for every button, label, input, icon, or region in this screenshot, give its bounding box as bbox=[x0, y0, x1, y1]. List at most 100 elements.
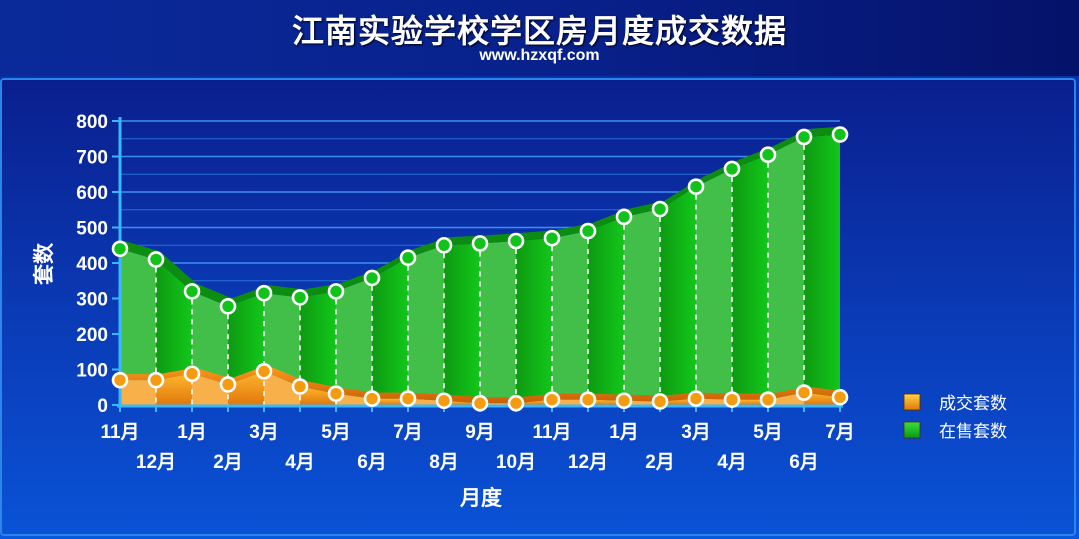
y-tick-label: 300 bbox=[76, 290, 108, 311]
sold-point bbox=[543, 391, 561, 408]
y-tick-label: 600 bbox=[76, 183, 108, 204]
sold-area-band bbox=[660, 398, 696, 405]
sold-point bbox=[579, 391, 597, 408]
sold-area-band bbox=[120, 380, 156, 405]
y-tick-label: 500 bbox=[76, 219, 108, 240]
sold-point bbox=[687, 390, 705, 407]
x-tick-label: 11月 bbox=[100, 422, 139, 443]
x-tick-label: 9月 bbox=[465, 422, 495, 443]
x-tick-label: 3月 bbox=[681, 422, 711, 443]
sold-point bbox=[795, 384, 813, 401]
x-tick-label: 8月 bbox=[429, 452, 459, 473]
sold-area-band bbox=[156, 373, 192, 405]
sold-point bbox=[651, 393, 669, 410]
in-stock-area-band bbox=[624, 209, 660, 405]
in-stock-point bbox=[615, 208, 633, 226]
sold-area-band bbox=[588, 399, 624, 405]
chart-subtitle: www.hzxqf.com bbox=[479, 47, 600, 64]
x-tick-label: 6月 bbox=[357, 452, 387, 473]
in-stock-area-band bbox=[588, 216, 624, 405]
in-stock-point bbox=[147, 251, 165, 268]
in-stock-point bbox=[399, 249, 417, 266]
x-tick-label: 1月 bbox=[609, 422, 639, 443]
in-stock-area-band bbox=[732, 154, 768, 405]
sold-area-band bbox=[336, 393, 372, 405]
sold-area-band bbox=[192, 373, 228, 405]
in-stock-area-band bbox=[120, 248, 156, 405]
in-stock-area-band bbox=[552, 231, 588, 405]
sold-point bbox=[255, 362, 273, 380]
in-stock-area-band bbox=[408, 245, 444, 405]
in-stock-area-band bbox=[372, 257, 408, 405]
in-stock-area-band bbox=[696, 168, 732, 405]
x-tick-label: 10月 bbox=[496, 452, 536, 473]
x-tick-label: 1月 bbox=[177, 422, 207, 443]
in-stock-point bbox=[183, 283, 201, 300]
in-stock-area-band bbox=[660, 186, 696, 405]
x-tick-label: 5月 bbox=[753, 422, 783, 443]
x-tick-label: 4月 bbox=[285, 452, 315, 473]
in-stock-point bbox=[759, 146, 777, 164]
sold-area-band bbox=[732, 399, 768, 405]
in-stock-point bbox=[111, 240, 129, 258]
in-stock-area-band bbox=[300, 291, 336, 405]
header-band: 江南实验学校学区房月度成交数据 www.hzxqf.com bbox=[0, 0, 1079, 76]
sold-point bbox=[435, 392, 453, 410]
sold-area-band bbox=[300, 386, 336, 405]
in-stock-point bbox=[327, 283, 345, 300]
in-stock-area-band bbox=[444, 243, 480, 405]
sold-point bbox=[291, 378, 309, 395]
in-stock-point bbox=[219, 298, 237, 315]
sold-point bbox=[327, 385, 345, 402]
in-stock-point bbox=[471, 235, 489, 252]
in-stock-point bbox=[435, 236, 453, 254]
x-tick-label: 2月 bbox=[213, 452, 243, 473]
legend-label: 在售套数 bbox=[939, 422, 1007, 442]
sold-area-band bbox=[264, 371, 300, 405]
in-stock-point bbox=[687, 178, 705, 195]
in-stock-area-band bbox=[336, 277, 372, 405]
y-tick-label: 700 bbox=[76, 148, 108, 169]
in-stock-area-band bbox=[480, 240, 516, 405]
sold-area-band bbox=[552, 399, 588, 405]
x-tick-label: 6月 bbox=[789, 452, 819, 473]
sold-point bbox=[183, 365, 201, 383]
sold-area-band bbox=[624, 400, 660, 405]
sold-area-band bbox=[804, 392, 840, 405]
legend-swatch bbox=[903, 421, 921, 439]
sold-area-band bbox=[372, 398, 408, 405]
in-stock-point bbox=[291, 289, 309, 306]
in-stock-area-band bbox=[156, 259, 192, 405]
sold-point bbox=[219, 376, 237, 393]
in-stock-point bbox=[831, 126, 849, 143]
y-tick-label: 400 bbox=[76, 254, 108, 275]
sold-area-band bbox=[768, 392, 804, 405]
y-tick-label: 800 bbox=[76, 112, 108, 133]
sold-point bbox=[147, 371, 165, 389]
sold-point bbox=[507, 394, 525, 412]
x-tick-label: 11月 bbox=[532, 422, 571, 443]
sold-area-band bbox=[696, 398, 732, 405]
in-stock-point bbox=[255, 284, 273, 302]
x-tick-label: 3月 bbox=[249, 422, 279, 443]
x-tick-label: 12月 bbox=[568, 452, 608, 473]
in-stock-point bbox=[507, 232, 525, 250]
sold-point bbox=[759, 391, 777, 408]
chart-title: 江南实验学校学区房月度成交数据 bbox=[291, 12, 787, 50]
in-stock-area-band bbox=[768, 136, 804, 405]
y-tick-label: 100 bbox=[76, 361, 108, 382]
in-stock-area-band bbox=[804, 134, 840, 406]
legend-swatch bbox=[903, 393, 921, 411]
in-stock-point bbox=[651, 200, 669, 218]
sold-point bbox=[363, 390, 381, 407]
in-stock-area-band bbox=[516, 238, 552, 405]
legend-label: 成交套数 bbox=[939, 394, 1007, 414]
y-tick-label: 200 bbox=[76, 325, 108, 346]
sold-point bbox=[471, 394, 489, 412]
in-stock-point bbox=[795, 128, 813, 146]
sold-point bbox=[399, 390, 417, 407]
sold-point bbox=[111, 371, 129, 389]
x-tick-label: 7月 bbox=[393, 422, 423, 443]
sold-point bbox=[615, 392, 633, 410]
